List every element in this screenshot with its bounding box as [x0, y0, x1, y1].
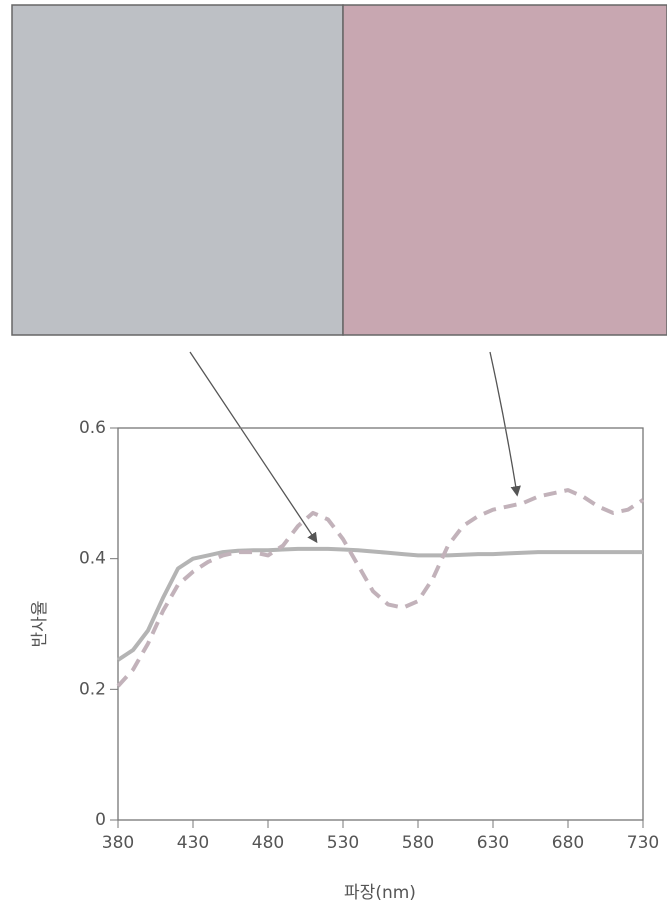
- plot-frame: [118, 428, 643, 820]
- x-tick-label: 430: [177, 833, 209, 853]
- x-axis-label: 파장(nm): [344, 883, 416, 903]
- y-tick-label: 0.4: [79, 549, 106, 569]
- x-tick-label: 630: [477, 833, 509, 853]
- y-tick-label: 0.2: [79, 679, 106, 699]
- gray-swatch: [12, 5, 343, 335]
- x-tick-label: 530: [327, 833, 359, 853]
- x-tick-label: 680: [552, 833, 584, 853]
- pink-swatch: [343, 5, 667, 335]
- x-tick-label: 580: [402, 833, 434, 853]
- x-tick-label: 380: [102, 833, 134, 853]
- x-tick-label: 480: [252, 833, 284, 853]
- data-line: [118, 490, 643, 686]
- arrow: [490, 352, 517, 494]
- arrow: [190, 352, 316, 541]
- x-tick-label: 730: [627, 833, 659, 853]
- data-line: [118, 549, 643, 660]
- page: 파장(nm) 반사율 0 0.2 0.4 0.6 380 430 480 530 580 630 6…: [0, 0, 667, 912]
- y-axis-label: 반사율: [30, 601, 50, 648]
- y-tick-label: 0: [95, 810, 106, 830]
- y-tick-label: 0.6: [79, 418, 106, 438]
